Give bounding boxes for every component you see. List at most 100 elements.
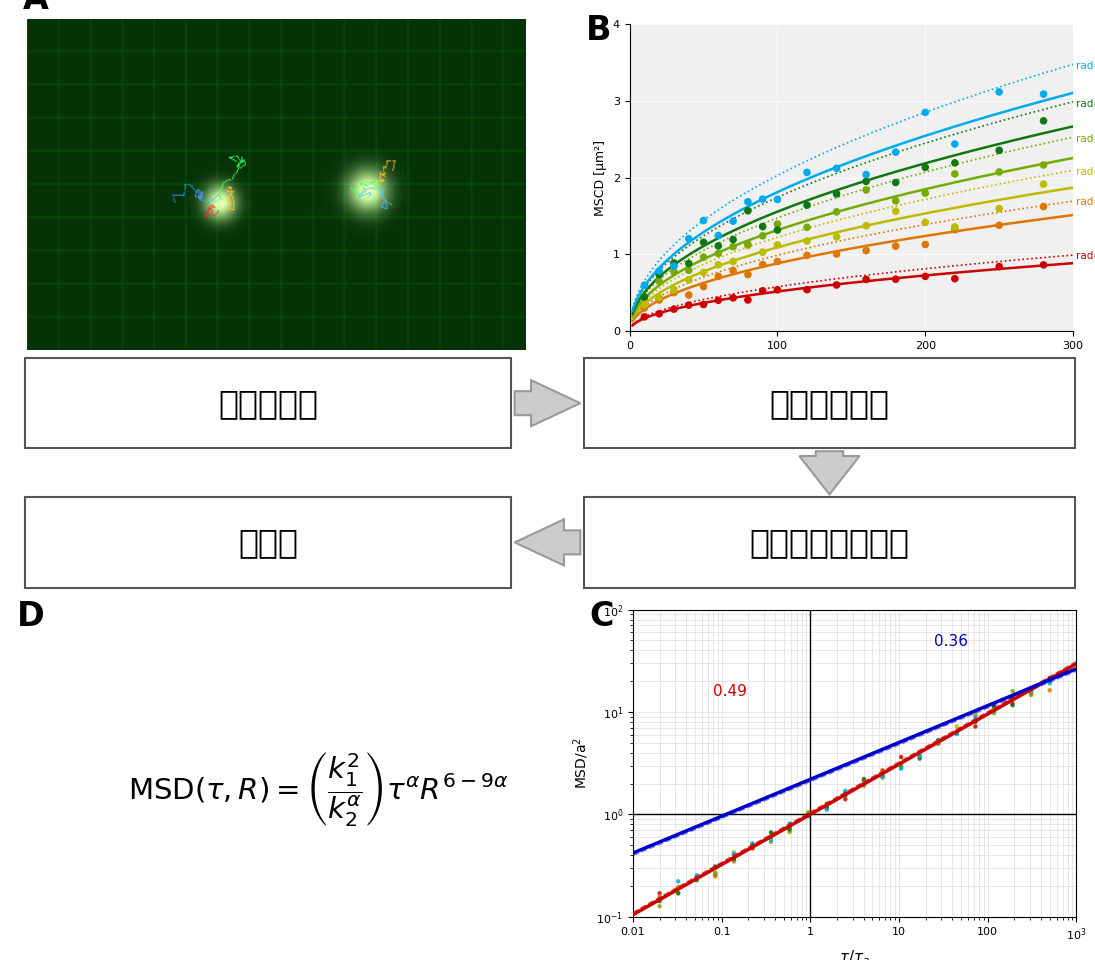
Point	[948, 719, 966, 734]
Text: rad=4.0μm: rad=4.0μm	[1076, 99, 1095, 108]
Point	[725, 239, 742, 254]
Point	[1041, 683, 1059, 698]
Point	[857, 218, 875, 233]
Point	[917, 269, 934, 284]
Text: C: C	[589, 600, 613, 633]
Point	[986, 702, 1003, 717]
Point	[857, 167, 875, 182]
Point	[725, 853, 742, 869]
Point	[650, 306, 668, 322]
Point	[828, 277, 845, 293]
Text: 定式化: 定式化	[239, 526, 298, 559]
Point	[769, 253, 786, 269]
Point	[990, 218, 1007, 233]
Point	[818, 796, 835, 811]
Point	[753, 245, 771, 260]
Point	[710, 269, 727, 284]
Point	[744, 837, 761, 852]
Point	[744, 841, 761, 856]
Point	[744, 836, 761, 852]
Point	[665, 258, 683, 274]
Point	[688, 870, 705, 885]
Point	[710, 257, 727, 273]
Point	[1004, 696, 1022, 711]
Point	[917, 237, 934, 252]
Point	[665, 255, 683, 271]
Point	[857, 243, 875, 258]
Point	[753, 191, 771, 206]
Point	[948, 724, 966, 739]
Point	[990, 259, 1007, 275]
Point	[798, 248, 816, 263]
Point	[887, 144, 904, 159]
Point	[725, 253, 742, 269]
Text: 顔微鏡観察: 顔微鏡観察	[218, 387, 319, 420]
Point	[769, 192, 786, 207]
Point	[635, 277, 653, 293]
Point	[948, 725, 966, 740]
Point	[650, 267, 668, 282]
Point	[798, 220, 816, 235]
Point	[725, 213, 742, 228]
Point	[892, 756, 910, 771]
Point	[650, 263, 668, 278]
Point	[911, 748, 929, 763]
Point	[986, 699, 1003, 714]
Point	[781, 822, 798, 837]
Point	[818, 801, 835, 816]
Point	[739, 238, 757, 253]
Point	[1004, 698, 1022, 713]
Point	[753, 219, 771, 234]
Point	[665, 285, 683, 300]
Point	[1035, 177, 1052, 192]
Point	[967, 708, 984, 723]
Point	[650, 894, 668, 909]
Point	[739, 236, 757, 252]
Point	[967, 719, 984, 734]
Point	[739, 292, 757, 307]
Point	[769, 237, 786, 252]
Point	[739, 267, 757, 282]
Point	[828, 229, 845, 245]
Point	[874, 768, 891, 783]
Point	[990, 143, 1007, 158]
Point	[635, 289, 653, 304]
Point	[990, 164, 1007, 180]
Point	[706, 860, 724, 876]
Point	[837, 785, 854, 801]
Point	[967, 714, 984, 730]
Point	[669, 885, 687, 900]
Point	[688, 871, 705, 886]
Point	[781, 820, 798, 835]
Point	[650, 889, 668, 904]
Point	[986, 699, 1003, 714]
Point	[706, 869, 724, 884]
Point	[725, 852, 742, 867]
Point	[762, 828, 780, 843]
Text: rad=3.6μm: rad=3.6μm	[1076, 133, 1095, 144]
Point	[887, 238, 904, 253]
Point	[744, 836, 761, 852]
Point	[753, 283, 771, 299]
Point	[874, 770, 891, 785]
Point	[710, 238, 727, 253]
Point	[799, 805, 817, 821]
Point	[930, 736, 947, 752]
Point	[837, 785, 854, 801]
Point	[1004, 692, 1022, 708]
Point	[710, 228, 727, 243]
Point	[857, 182, 875, 198]
Point	[911, 745, 929, 760]
Point	[798, 282, 816, 298]
Text: 動きの定量化: 動きの定量化	[770, 387, 889, 420]
X-axis label: time interval [s]: time interval [s]	[802, 356, 901, 370]
Point	[753, 257, 771, 273]
Point	[650, 886, 668, 901]
Point	[986, 706, 1003, 721]
Point	[967, 709, 984, 725]
Text: rad=2.0μm: rad=2.0μm	[1076, 251, 1095, 260]
Point	[1004, 691, 1022, 707]
Point	[650, 292, 668, 307]
Point	[887, 175, 904, 190]
Point	[818, 801, 835, 816]
